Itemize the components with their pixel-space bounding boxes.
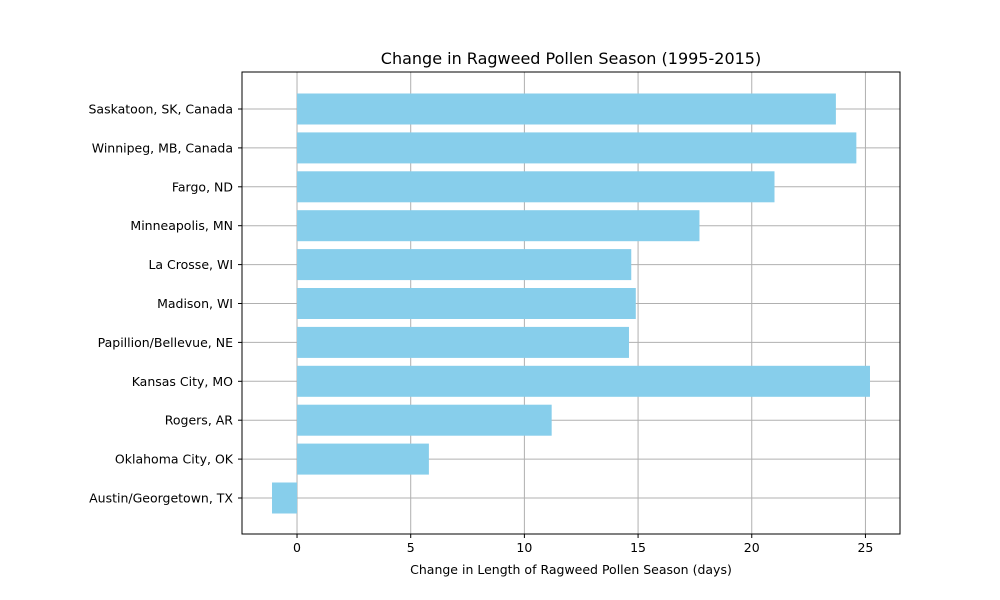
x-axis-label: Change in Length of Ragweed Pollen Seaso… [410,562,732,577]
bar-saskatoon-sk-canada [297,93,836,125]
y-tick-label: Saskatoon, SK, Canada [89,102,234,117]
y-tick-label: Minneapolis, MN [130,218,233,233]
bar-papillion-bellevue-ne [297,326,629,358]
bar-kansas-city-mo [297,365,870,397]
chart-title: Change in Ragweed Pollen Season (1995-20… [381,49,761,68]
x-tick-label: 20 [744,540,760,555]
x-axis-ticks: 0 5 10 15 20 25 [293,534,873,555]
y-tick-label: Rogers, AR [165,413,234,428]
bar-minneapolis-mn [297,210,700,242]
x-tick-label: 0 [293,540,301,555]
bar-rogers-ar [297,404,552,436]
y-tick-label: Papillion/Bellevue, NE [98,335,233,350]
y-tick-label: La Crosse, WI [148,257,233,272]
x-tick-label: 15 [630,540,646,555]
bar-la-crosse-wi [297,249,632,281]
x-tick-label: 5 [407,540,415,555]
y-axis-ticks: Saskatoon, SK, Canada Winnipeg, MB, Canad… [89,102,242,506]
bar-fargo-nd [297,171,775,203]
y-tick-label: Madison, WI [157,296,233,311]
bar-austin-georgetown-tx [272,482,298,514]
bar-oklahoma-city-ok [297,443,429,475]
bar-winnipeg-mb-canada [297,132,857,164]
y-tick-label: Austin/Georgetown, TX [89,491,233,506]
bars [272,93,870,514]
x-tick-label: 10 [516,540,532,555]
y-tick-label: Fargo, ND [172,179,233,194]
y-tick-label: Kansas City, MO [132,374,233,389]
x-tick-label: 25 [857,540,873,555]
y-tick-label: Oklahoma City, OK [115,452,234,467]
y-tick-label: Winnipeg, MB, Canada [92,140,233,155]
bar-madison-wi [297,288,636,319]
